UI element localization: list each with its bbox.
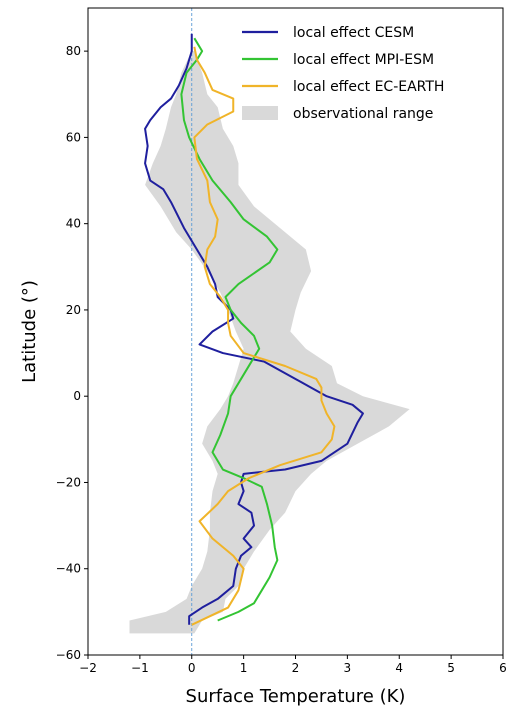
x-tick-label: 6 <box>499 661 507 675</box>
x-tick-label: 5 <box>447 661 455 675</box>
series-line-3 <box>191 46 336 626</box>
y-tick-label: −60 <box>56 648 81 662</box>
x-tick-label: 0 <box>188 661 196 675</box>
y-tick-label: −20 <box>56 475 81 489</box>
series-line-1 <box>144 33 364 625</box>
series-lines-layer <box>144 33 364 626</box>
x-tick-label: 2 <box>292 661 300 675</box>
x-tick-label: 3 <box>344 661 352 675</box>
y-tick-label: 80 <box>66 44 81 58</box>
y-tick-label: 20 <box>66 303 81 317</box>
y-tick-label: 0 <box>73 389 81 403</box>
legend-label-2: local effect MPI-ESM <box>293 52 434 68</box>
legend-label-1: local effect CESM <box>293 25 414 41</box>
observational-range-band <box>129 51 410 634</box>
x-axis-title: Surface Temperature (K) <box>186 686 406 707</box>
x-tick-label: −1 <box>131 661 149 675</box>
x-tick-label: 4 <box>395 661 403 675</box>
y-axis-title: Latitude (°) <box>19 280 40 383</box>
axes-layer: −2 −1 0 1 2 3 4 5 6 −60 −40 −20 0 20 40 60 80 <box>56 7 507 675</box>
x-tick-label: −2 <box>79 661 97 675</box>
legend-label-4: observational range <box>293 106 433 122</box>
x-tick-label: 1 <box>240 661 248 675</box>
y-tick-label: 60 <box>66 130 81 144</box>
legend-label-3: local effect EC-EARTH <box>293 79 444 95</box>
legend: local effect CESM local effect MPI-ESM loc… <box>242 25 444 122</box>
observational-range-band-layer <box>129 51 410 634</box>
y-tick-label: 40 <box>66 217 81 231</box>
series-line-2 <box>180 37 279 622</box>
y-tick-label: −40 <box>56 562 81 576</box>
legend-swatch-band <box>242 106 278 120</box>
